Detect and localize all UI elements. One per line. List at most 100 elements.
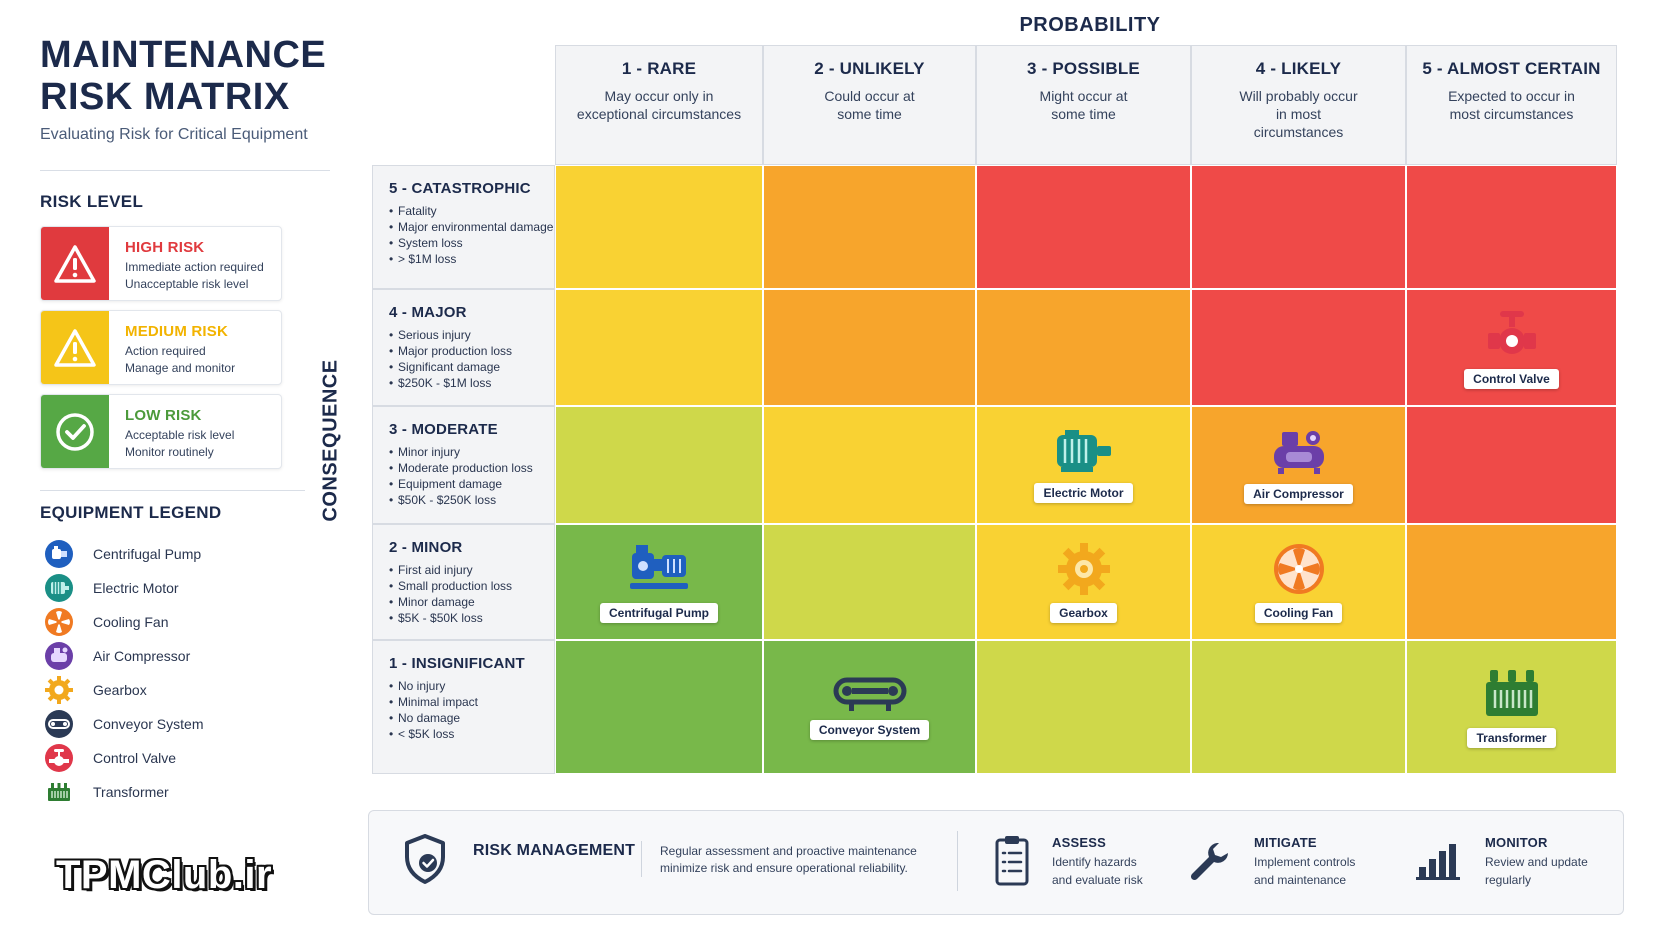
column-desc: Will probably occur in most circumstance… (1239, 88, 1358, 140)
column-title: 3 - POSSIBLE (1027, 59, 1140, 78)
step-desc-1: Implement controls (1254, 855, 1356, 869)
row-header-moderate: 3 - MODERATE Minor injury Moderate produ… (372, 406, 555, 524)
risk-label-high: HIGH RISK (125, 239, 205, 256)
step-title: MITIGATE (1254, 835, 1317, 850)
step-desc-1: Review and update (1485, 855, 1588, 869)
step-desc-2: and maintenance (1254, 873, 1347, 887)
valve-icon (1484, 307, 1540, 363)
legend-item-fan: Cooling Fan (44, 605, 203, 639)
equipment-tag: Cooling Fan (1254, 603, 1343, 623)
equipment-tag: Centrifugal Pump (599, 603, 718, 623)
brand-watermark: TPMClub.ir (56, 853, 273, 897)
row-title: 4 - MAJOR (389, 304, 467, 321)
row-bullet: No injury (389, 678, 554, 694)
divider (957, 831, 958, 891)
risk-cell-r3-c2 (763, 406, 976, 524)
risk-desc-medium-1: Action required (125, 344, 206, 358)
page-subtitle: Evaluating Risk for Critical Equipment (40, 126, 308, 143)
column-desc: Expected to occur in most circumstances (1448, 88, 1575, 122)
legend-item-pump: Centrifugal Pump (44, 537, 203, 571)
risk-cell-r5-c1 (555, 165, 763, 289)
risk-cell-r5-c2 (763, 165, 976, 289)
row-title: 3 - MODERATE (389, 421, 498, 438)
risk-cell-r2-c4: Cooling Fan (1191, 524, 1406, 640)
risk-label-medium: MEDIUM RISK (125, 323, 229, 340)
risk-cell-r3-c1 (555, 406, 763, 524)
risk-cell-r1-c5: Transformer (1406, 640, 1617, 774)
row-bullet: First aid injury (389, 562, 554, 578)
column-title: 1 - RARE (621, 59, 697, 78)
divider (40, 490, 305, 491)
risk-cell-r1-c4 (1191, 640, 1406, 774)
wrench-icon (1187, 839, 1231, 888)
row-bullet: Minimal impact (389, 694, 554, 710)
consequence-axis-title: CONSEQUENCE (316, 340, 346, 540)
risk-card-medium: MEDIUM RISK Action required Manage and m… (40, 310, 282, 385)
equipment-tag: Control Valve (1464, 368, 1559, 389)
conveyor-icon (832, 674, 908, 714)
divider (641, 841, 642, 877)
step-mitigate: MITIGATE Implement controls and maintena… (1254, 835, 1355, 889)
risk-management-title: RISK MANAGEMENT (473, 842, 636, 859)
clipboard-icon (994, 833, 1030, 892)
column-header-likely: 4 - LIKELY Will probably occur in most c… (1191, 45, 1406, 165)
motor-icon (44, 573, 74, 603)
row-bullet: $50K - $250K loss (389, 492, 554, 508)
check-circle-icon (41, 395, 109, 468)
risk-management-bar: RISK MANAGEMENT Regular assessment and p… (368, 810, 1624, 915)
risk-desc-medium-2: Manage and monitor (125, 361, 236, 375)
pump-icon (626, 541, 692, 597)
title-block: MAINTENANCE RISK MATRIX Evaluating Risk … (40, 34, 340, 144)
risk-cell-r1-c3 (976, 640, 1191, 774)
risk-cell-r4-c4 (1191, 289, 1406, 406)
row-bullet: Minor damage (389, 594, 554, 610)
risk-level-heading: RISK LEVEL (40, 192, 144, 211)
column-header-almost-certain: 5 - ALMOST CERTAIN Expected to occur in … (1406, 45, 1617, 165)
row-bullet: Fatality (389, 203, 554, 219)
row-bullet: Major production loss (389, 343, 554, 359)
risk-cell-r5-c3 (976, 165, 1191, 289)
legend-item-transformer: Transformer (44, 775, 203, 809)
risk-cell-r4-c1 (555, 289, 763, 406)
risk-cell-r4-c3 (976, 289, 1191, 406)
compressor-icon (44, 641, 74, 671)
step-title: MONITOR (1485, 835, 1548, 850)
risk-cell-r3-c5 (1406, 406, 1617, 524)
legend-label: Air Compressor (93, 648, 191, 664)
risk-desc-low-1: Acceptable risk level (125, 428, 235, 442)
risk-desc-high-1: Immediate action required (125, 260, 264, 274)
column-header-possible: 3 - POSSIBLE Might occur at some time (976, 45, 1191, 165)
transformer-icon (1482, 666, 1542, 722)
shield-check-icon (402, 833, 448, 890)
risk-cell-r5-c5 (1406, 165, 1617, 289)
risk-cell-r4-c2 (763, 289, 976, 406)
step-assess: ASSESS Identify hazards and evaluate ris… (1052, 835, 1143, 889)
bar-chart-icon (1415, 841, 1463, 886)
gear-icon (44, 675, 74, 705)
warning-icon (41, 311, 109, 384)
equipment-tag: Gearbox (1050, 603, 1117, 623)
risk-cell-r2-c1: Centrifugal Pump (555, 524, 763, 640)
gear-icon (1056, 541, 1112, 597)
risk-label-low: LOW RISK (125, 407, 202, 424)
column-desc: Could occur at some time (824, 88, 915, 122)
page-title-line1: MAINTENANCE (40, 34, 327, 76)
row-header-major: 4 - MAJOR Serious injury Major productio… (372, 289, 555, 406)
step-desc-2: regularly (1485, 873, 1532, 887)
column-header-unlikely: 2 - UNLIKELY Could occur at some time (763, 45, 976, 165)
probability-axis-title: PROBABILITY (1019, 14, 1161, 36)
row-bullet: Major environmental damage (389, 219, 554, 235)
step-title: ASSESS (1052, 835, 1106, 850)
column-title: 5 - ALMOST CERTAIN (1422, 59, 1601, 78)
risk-cell-r2-c5 (1406, 524, 1617, 640)
transformer-icon (44, 777, 74, 807)
legend-label: Control Valve (93, 750, 177, 766)
row-bullet: Serious injury (389, 327, 554, 343)
divider (40, 170, 330, 171)
column-title: 2 - UNLIKELY (814, 59, 925, 78)
row-bullet: Minor injury (389, 444, 554, 460)
step-desc-2: and evaluate risk (1052, 873, 1143, 887)
column-title: 4 - LIKELY (1255, 59, 1342, 78)
risk-cell-r1-c1 (555, 640, 763, 774)
row-title: 5 - CATASTROPHIC (389, 180, 531, 197)
